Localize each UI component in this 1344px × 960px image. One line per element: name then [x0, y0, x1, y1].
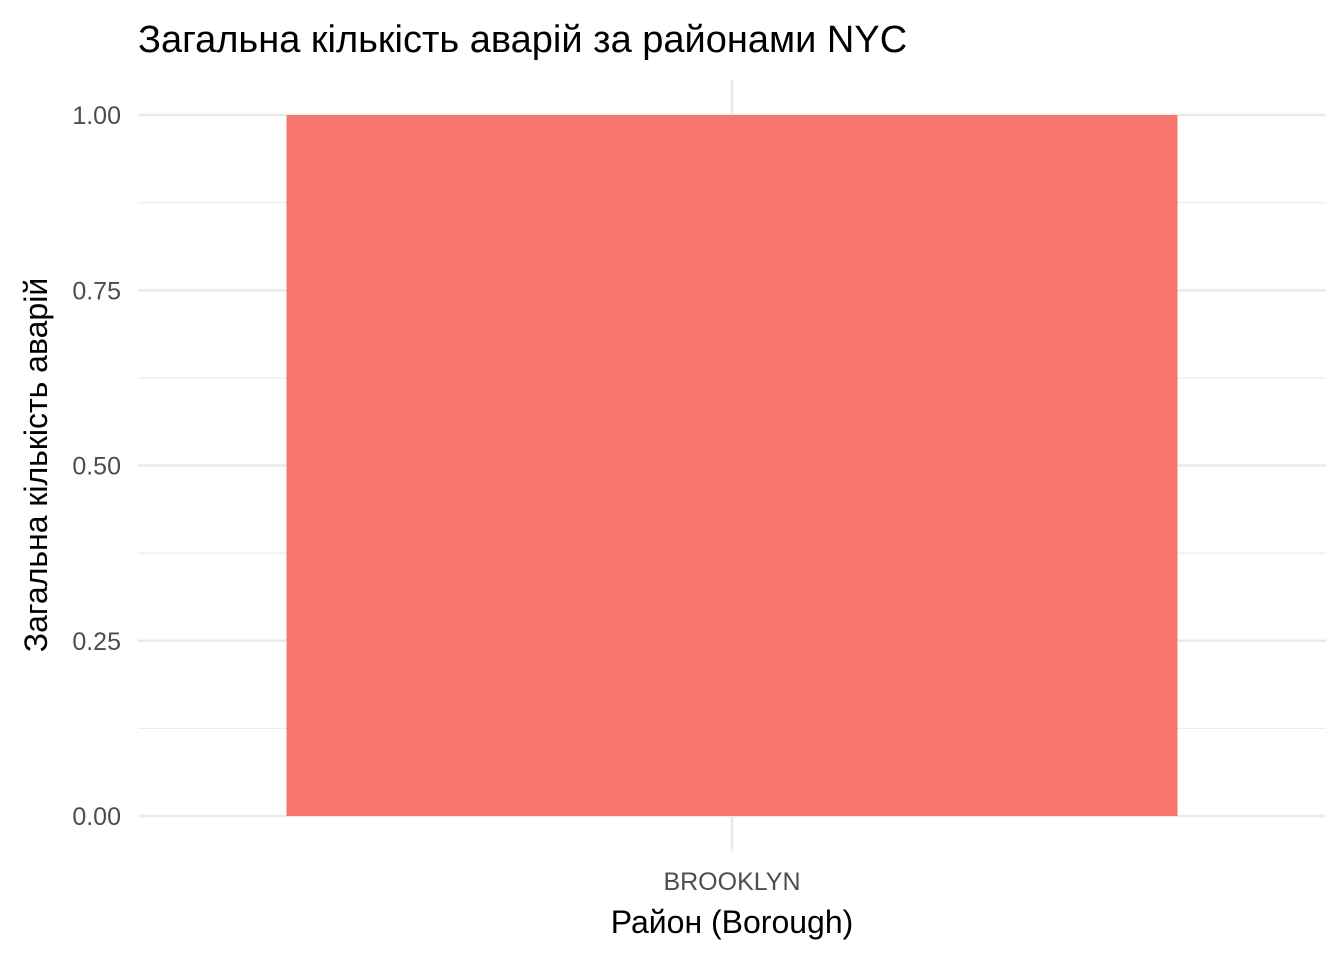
y-axis-ticks: 0.00 0.25 0.50 0.75 1.00	[72, 102, 121, 831]
y-axis-title: Загальна кількість аварій	[18, 278, 54, 652]
x-tick-label: BROOKLYN	[663, 868, 800, 896]
y-tick-label: 0.50	[72, 453, 121, 481]
chart-title: Загальна кількість аварій за районами NY…	[138, 19, 907, 61]
bar-brooklyn	[286, 115, 1178, 816]
x-axis-title: Район (Borough)	[611, 904, 854, 940]
y-tick-label: 0.00	[72, 803, 121, 831]
y-tick-label: 1.00	[72, 102, 121, 130]
x-axis-ticks: BROOKLYN	[663, 868, 800, 896]
y-tick-label: 0.75	[72, 277, 121, 305]
bars	[286, 115, 1178, 816]
y-tick-label: 0.25	[72, 628, 121, 656]
